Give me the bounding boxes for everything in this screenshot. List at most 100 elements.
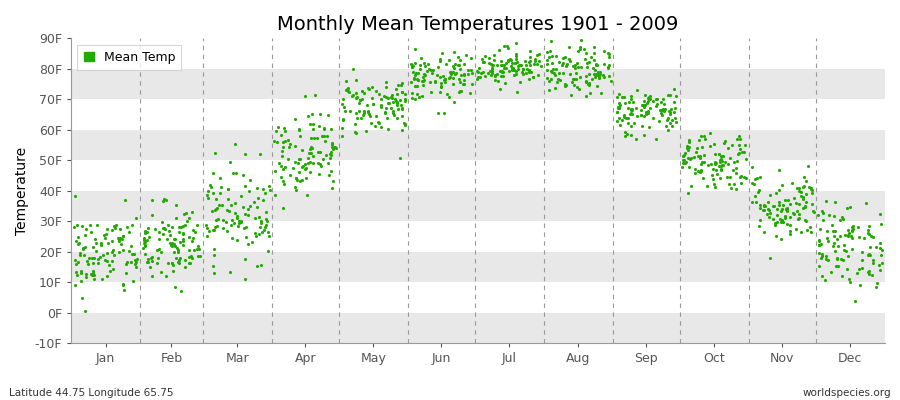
Point (874, 252, 888, 258)
Point (558, 82, 572, 89)
Point (302, 146, 317, 152)
Point (311, 149, 326, 155)
Point (270, 139, 284, 146)
Point (528, 58, 543, 64)
Point (814, 272, 829, 279)
Point (732, 132, 746, 139)
Point (403, 79, 418, 85)
Point (716, 162, 730, 168)
Point (166, 260, 180, 266)
Point (324, 139, 338, 146)
Point (783, 214, 797, 220)
Point (778, 196, 792, 203)
Point (259, 222, 274, 228)
Point (714, 152, 728, 159)
Point (863, 252, 878, 258)
Point (211, 215, 225, 222)
Point (857, 235, 871, 241)
Point (107, 224, 122, 231)
Point (681, 137, 696, 144)
Point (775, 206, 789, 212)
Point (415, 78, 429, 84)
Point (140, 229, 155, 235)
Point (275, 204, 290, 211)
Point (640, 98, 654, 104)
Point (391, 106, 405, 112)
Text: Latitude 44.75 Longitude 65.75: Latitude 44.75 Longitude 65.75 (9, 388, 174, 398)
Point (79, 274, 94, 281)
Point (792, 210, 806, 217)
Point (215, 225, 230, 231)
Point (544, 48, 558, 54)
Point (288, 116, 302, 122)
Point (694, 160, 708, 167)
Point (490, 71, 504, 77)
Point (222, 208, 237, 214)
Point (578, 55, 592, 62)
Point (497, 62, 511, 68)
Point (868, 244, 883, 250)
Point (104, 249, 119, 256)
Point (320, 133, 334, 139)
Point (834, 273, 849, 280)
Point (410, 70, 425, 76)
Point (120, 259, 134, 266)
Point (598, 61, 612, 67)
Point (433, 74, 447, 80)
Point (682, 139, 697, 146)
Point (86, 272, 101, 278)
Point (478, 73, 492, 79)
Point (844, 224, 859, 230)
Point (861, 226, 876, 233)
Point (842, 276, 856, 282)
Point (137, 235, 151, 241)
Point (413, 62, 428, 68)
Point (730, 136, 744, 142)
Point (470, 68, 484, 74)
Point (453, 88, 467, 94)
Point (549, 53, 563, 59)
Point (387, 96, 401, 102)
Point (288, 184, 302, 190)
Point (547, 71, 562, 78)
Y-axis label: Temperature: Temperature (15, 146, 29, 235)
Point (562, 44, 576, 50)
Point (526, 74, 540, 81)
Point (304, 150, 319, 156)
Point (589, 61, 603, 67)
Point (861, 229, 876, 236)
Point (650, 101, 664, 107)
Point (863, 233, 878, 239)
Point (713, 174, 727, 181)
Point (698, 151, 712, 158)
Point (453, 57, 467, 63)
Point (505, 65, 519, 71)
Point (601, 65, 616, 71)
Point (411, 94, 426, 100)
Point (238, 151, 252, 157)
Point (269, 128, 284, 134)
Point (822, 212, 836, 218)
Point (482, 68, 497, 74)
Point (491, 77, 505, 84)
Point (464, 81, 479, 87)
Point (130, 256, 144, 262)
Point (155, 219, 169, 225)
Point (577, 46, 591, 52)
Point (516, 70, 530, 77)
Point (783, 201, 797, 208)
Point (443, 74, 457, 80)
Point (634, 112, 648, 118)
Point (589, 74, 603, 80)
Point (494, 62, 508, 68)
Point (230, 236, 244, 243)
Point (216, 216, 230, 223)
Point (625, 132, 639, 138)
Point (678, 157, 692, 163)
Point (501, 58, 516, 64)
Point (745, 199, 760, 205)
Point (668, 115, 682, 121)
Point (499, 60, 513, 66)
Point (655, 112, 670, 118)
Point (511, 63, 526, 70)
